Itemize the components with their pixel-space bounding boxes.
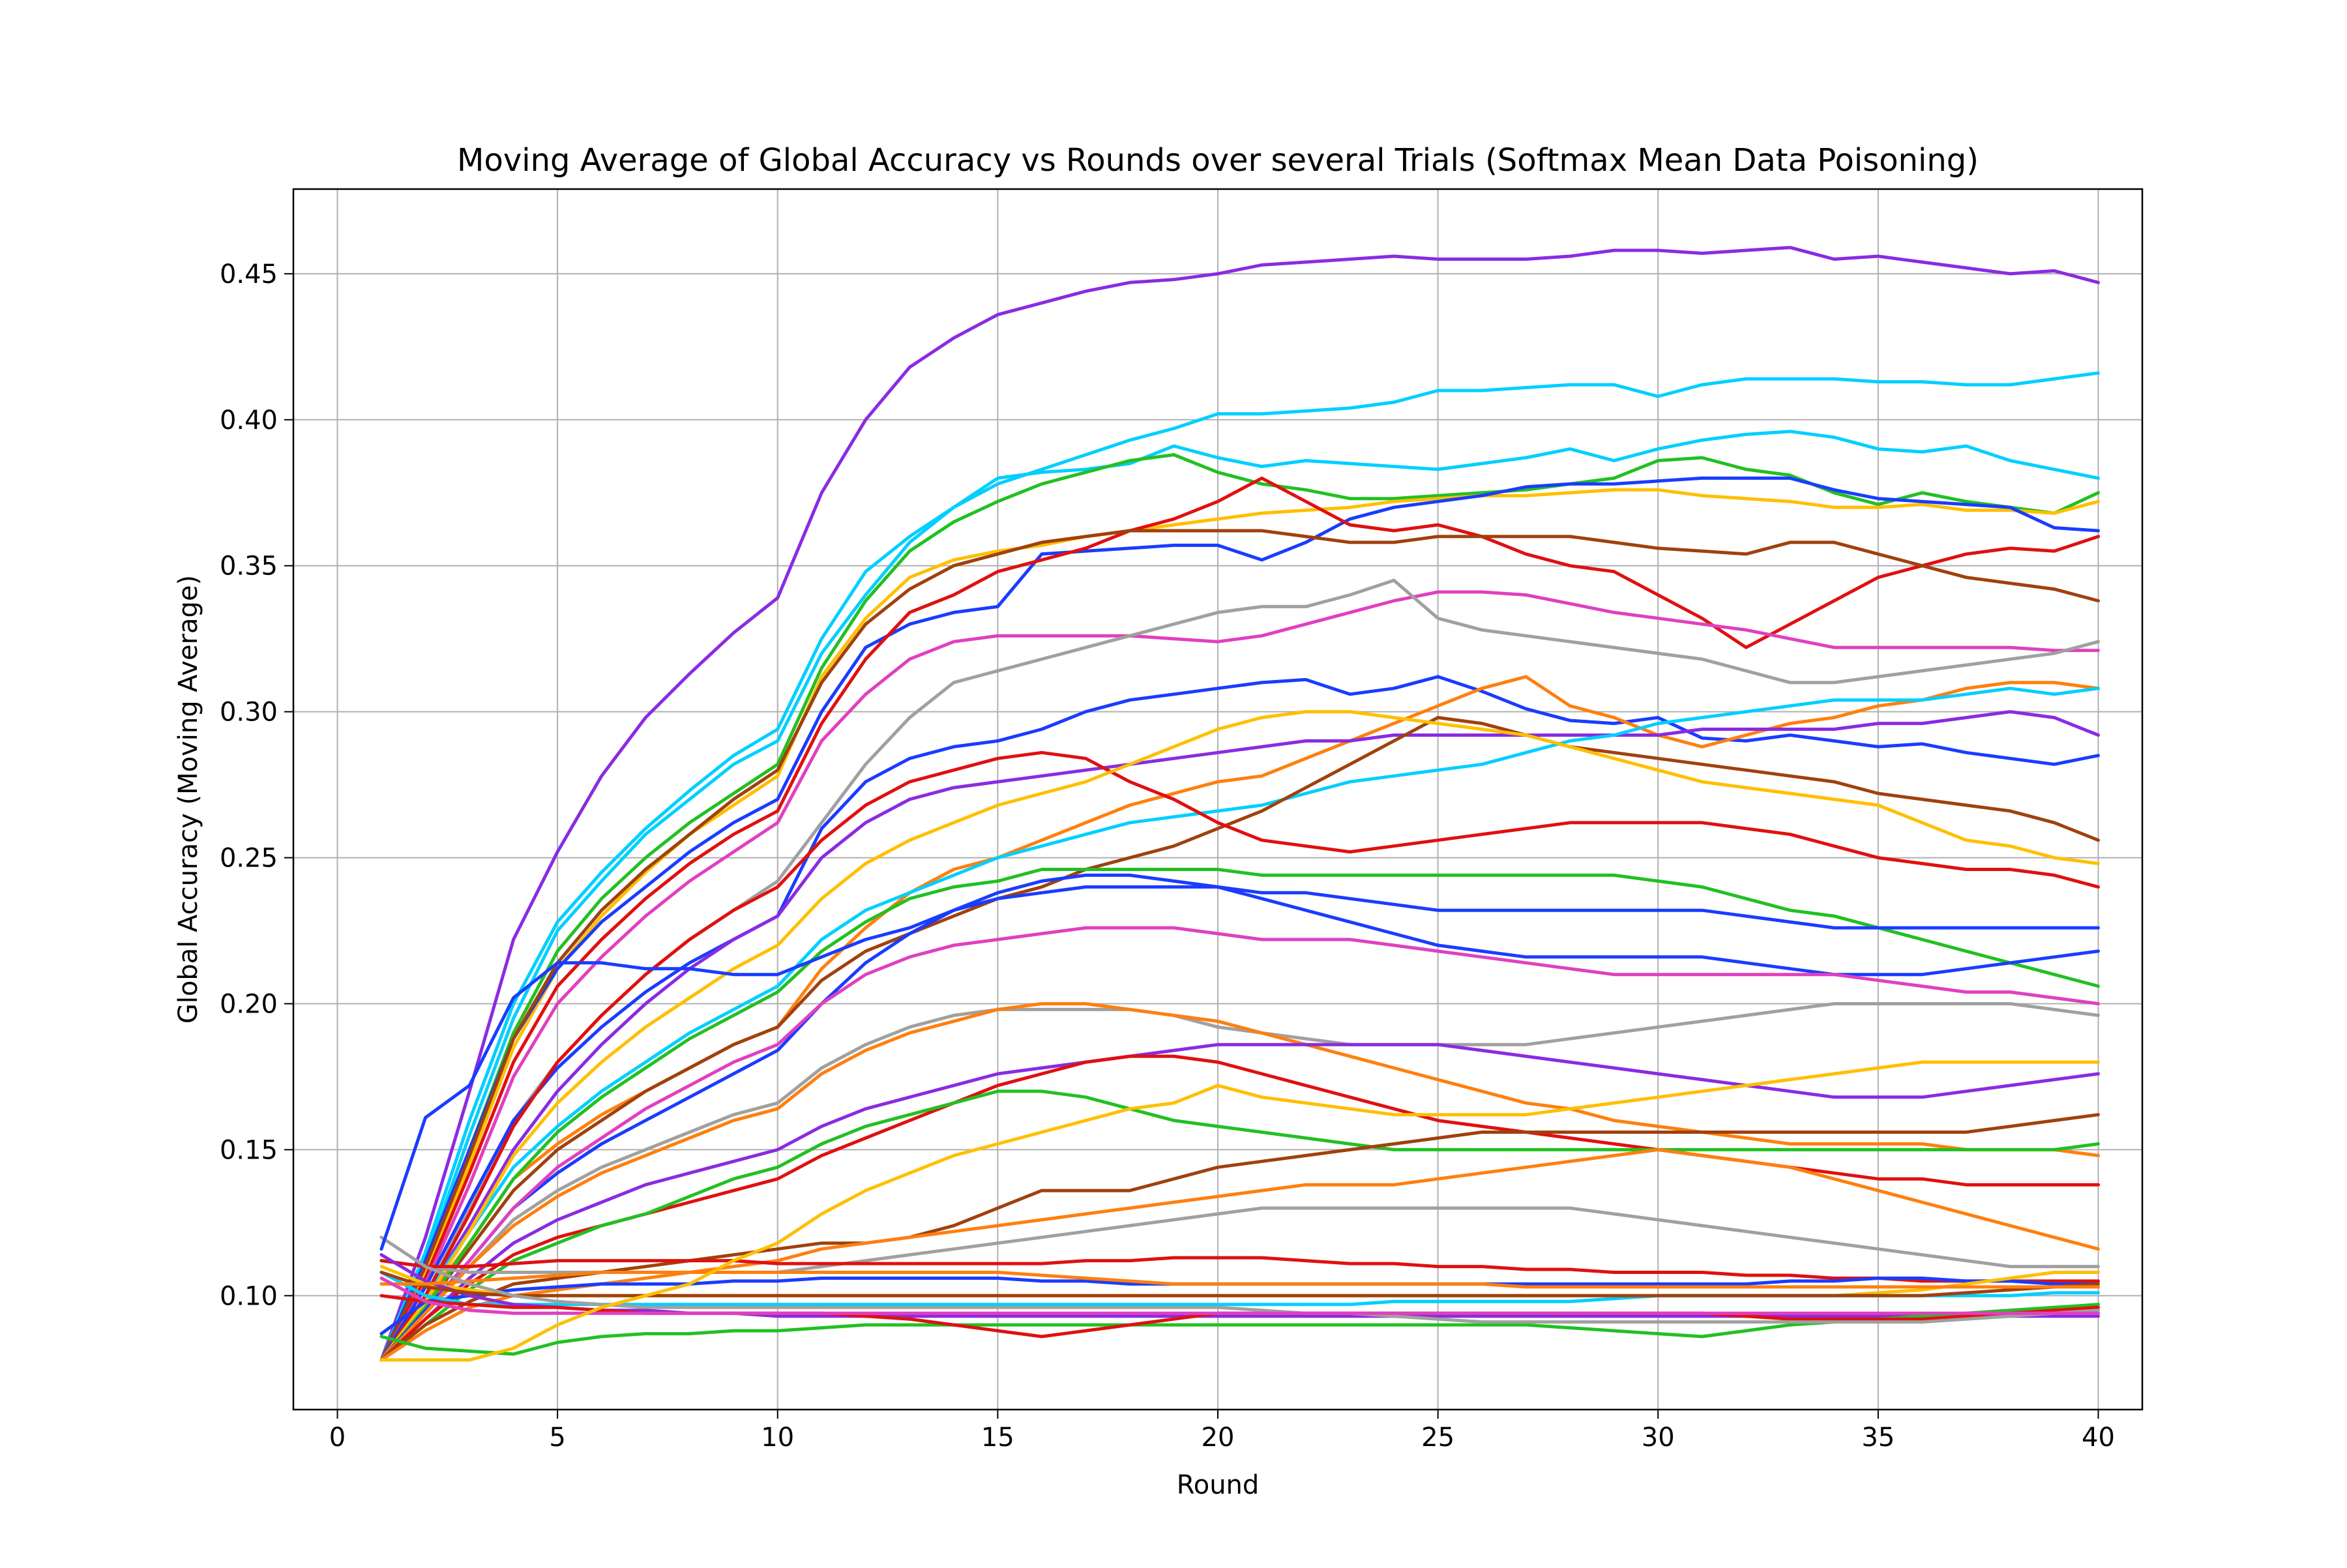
y-tick-label: 0.25 <box>220 844 278 874</box>
series-line-trial-27 <box>379 1147 2100 1362</box>
x-tick-label: 30 <box>1642 1423 1675 1453</box>
x-tick-label: 25 <box>1421 1423 1454 1453</box>
series-line-trial-6 <box>379 476 2100 1362</box>
series-line-trial-20 <box>379 926 2100 1362</box>
series-line-trial-19 <box>379 873 2100 1362</box>
series-line-trial-16 <box>379 750 2100 1362</box>
x-tick-label: 0 <box>329 1423 346 1453</box>
series-line-trial-7 <box>379 476 2100 1362</box>
x-tick-label: 5 <box>549 1423 565 1453</box>
series-line-trial-38 <box>379 1235 2100 1324</box>
series-line-trial-26 <box>379 1113 2100 1362</box>
series-line-trial-2 <box>379 371 2100 1362</box>
x-tick-label: 40 <box>2082 1423 2115 1453</box>
y-tick-label: 0.20 <box>220 989 278 1019</box>
series-line-trial-11 <box>379 675 2100 1362</box>
y-tick-label: 0.15 <box>220 1135 278 1165</box>
x-axis-title: Round <box>1177 1470 1260 1500</box>
y-axis-title: Global Accuracy (Moving Average) <box>173 575 203 1024</box>
series-line-trial-15 <box>379 716 2100 1362</box>
y-tick-label: 0.40 <box>220 406 278 436</box>
x-tick-label: 15 <box>981 1423 1014 1453</box>
series-line-trial-36 <box>379 1271 2100 1297</box>
series-line-trial-22 <box>379 1002 2100 1362</box>
series-lines <box>379 246 2100 1362</box>
series-line-trial-23 <box>379 1043 2100 1362</box>
series-line-trial-29 <box>379 1256 2100 1283</box>
y-tick-label: 0.45 <box>220 259 278 289</box>
y-tick-label: 0.35 <box>220 552 278 582</box>
series-line-trial-13 <box>379 710 2100 1362</box>
x-tick-label: 20 <box>1202 1423 1235 1453</box>
series-line-trial-37 <box>379 1271 2100 1289</box>
series-line-trial-9 <box>379 590 2100 1362</box>
series-line-trial-8 <box>379 529 2100 1362</box>
series-line-trial-18 <box>379 868 2100 1362</box>
chart-title: Moving Average of Global Accuracy vs Rou… <box>457 142 1979 179</box>
y-tick-label: 0.10 <box>220 1281 278 1311</box>
axis-ticks: 0 5 10 15 20 25 30 35 40 0.10 0.15 0.20 0.25 0.30 0.35… <box>220 259 2115 1453</box>
series-line-trial-14 <box>379 687 2100 1362</box>
series-line-trial-3 <box>379 430 2100 1362</box>
series-line-trial-25 <box>379 1089 2100 1362</box>
series-line-trial-1 <box>379 246 2100 1362</box>
y-tick-label: 0.30 <box>220 698 278 728</box>
series-line-trial-41 <box>379 1060 2100 1362</box>
series-line-trial-24 <box>379 1054 2100 1362</box>
x-tick-label: 35 <box>1861 1423 1895 1453</box>
series-line-trial-39 <box>379 1277 2100 1315</box>
series-line-trial-21 <box>379 1002 2100 1362</box>
series-line-trial-17 <box>379 710 2100 1362</box>
x-tick-label: 10 <box>761 1423 794 1453</box>
series-line-trial-40 <box>379 885 2100 1251</box>
